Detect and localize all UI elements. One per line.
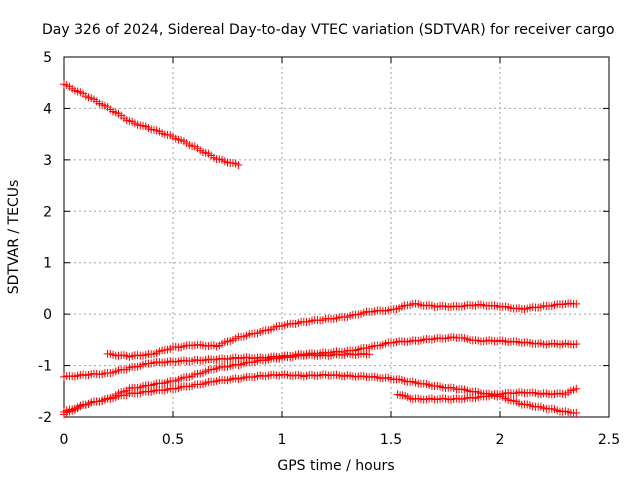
- series-track-6: [393, 384, 581, 404]
- x-tick-label: 2: [496, 432, 505, 448]
- y-axis-label: SDTVAR / TECUs: [6, 180, 22, 295]
- x-tick-label: 1.5: [380, 432, 402, 448]
- x-tick-label: 0: [60, 432, 69, 448]
- series-track-2: [103, 299, 581, 361]
- y-axis: -2 -1 0 1 2 3 4 5: [38, 50, 609, 426]
- plot-frame: [63, 56, 610, 418]
- y-tick-label: -1: [38, 359, 52, 375]
- x-tick-label: 1: [278, 432, 287, 448]
- y-tick-label: 3: [43, 153, 52, 169]
- x-tick-label: 0.5: [162, 432, 184, 448]
- data-point: [572, 408, 581, 417]
- data-point: [572, 384, 581, 393]
- y-tick-label: 2: [43, 204, 52, 220]
- y-tick-label: 5: [43, 50, 52, 66]
- x-tick-label: 2.5: [598, 432, 620, 448]
- y-tick-label: -2: [38, 410, 52, 426]
- x-axis-label: GPS time / hours: [277, 458, 394, 474]
- y-tick-label: 4: [43, 101, 52, 117]
- data-point: [572, 339, 581, 348]
- data-point: [365, 350, 374, 359]
- series-track-5: [60, 349, 374, 419]
- data-point: [234, 161, 243, 169]
- grid: [64, 57, 609, 417]
- y-tick-label: 0: [43, 307, 52, 323]
- data-point: [572, 299, 581, 308]
- series-track-1: [60, 80, 243, 169]
- data-marks: [60, 80, 581, 419]
- y-tick-label: 1: [43, 256, 52, 272]
- chart-title: Day 326 of 2024, Sidereal Day-to-day VTE…: [42, 22, 614, 38]
